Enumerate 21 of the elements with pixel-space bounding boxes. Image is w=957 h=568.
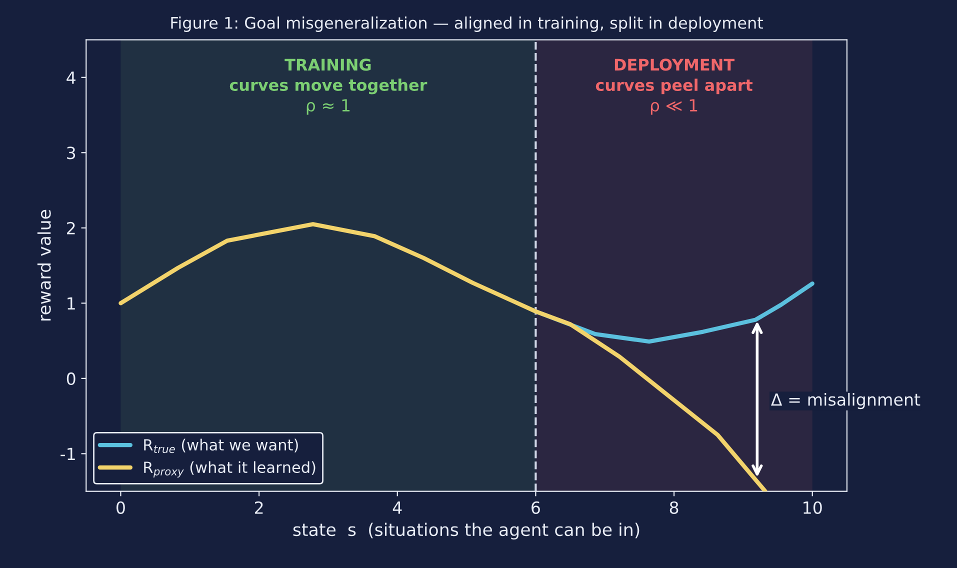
x-axis-title: state s (situations the agent can be in) [293,522,640,540]
y-tick-label: 2 [67,222,75,234]
chart-title: Figure 1: Goal misgeneralization — aligned in training, split in deployment [171,16,764,32]
y-tick-label: 3 [67,146,76,160]
legend-label: R$_{proxy}$ (what it learned) [144,461,316,478]
x-tick-label: 6 [532,501,540,514]
legend-label: R$_{true}$ (what we want) [144,438,298,454]
y-tick-label: 1 [68,297,75,310]
y-tick-label: 4 [66,72,76,84]
y-tick-label: -1 [60,448,75,460]
x-tick-label: 4 [392,502,402,514]
band-label: TRAINING curves move together ρ ≈ 1 [230,58,428,115]
y-axis-title: reward value [37,210,51,320]
line-series [118,222,768,492]
y-tick-label: 0 [66,372,76,385]
x-tick-label: 2 [254,501,263,514]
x-tick-label: 10 [804,501,822,514]
x-tick-label: 8 [670,501,678,514]
band-label: DEPLOYMENT curves peel apart ρ ≪ 1 [596,58,752,115]
annotation: Δ = misalignment [770,392,920,410]
x-tick-label: 0 [116,501,125,514]
